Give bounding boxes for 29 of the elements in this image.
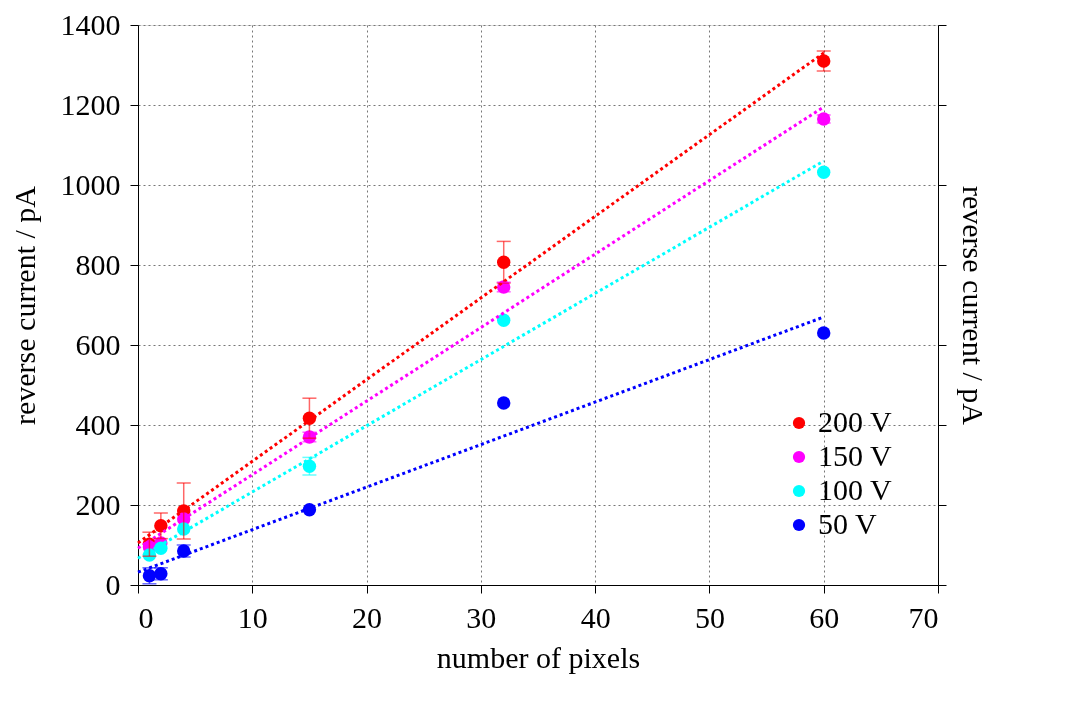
point	[497, 396, 511, 410]
legend-label: 150 V	[818, 439, 892, 472]
x-tick-label: 30	[466, 600, 497, 634]
legend-label: 50 V	[818, 507, 877, 540]
y-tick-label: 800	[75, 247, 121, 281]
x-axis-title: number of pixels	[436, 640, 641, 674]
y-tick-label: 600	[75, 327, 121, 361]
y-tick-label: 200	[75, 487, 121, 521]
x-tick-label: 0	[138, 600, 154, 634]
y-tick-label: 1000	[60, 167, 121, 201]
point	[497, 313, 511, 327]
x-tick-label: 70	[908, 600, 939, 634]
x-tick-label: 40	[580, 600, 611, 634]
y-axis-title: reverse current / pA	[7, 185, 41, 426]
point	[817, 165, 831, 179]
point	[817, 326, 831, 340]
y-tick-label: 1400	[60, 7, 121, 41]
y2-axis-title: reverse current / pA	[957, 185, 990, 426]
x-tick-label: 50	[694, 600, 725, 634]
y-tick-label: 1200	[60, 87, 121, 121]
point	[497, 255, 511, 269]
x-tick-label: 60	[809, 600, 840, 634]
legend-label: 100 V	[818, 473, 892, 506]
legend-label: 200 V	[818, 405, 892, 438]
x-tick-label: 10	[237, 600, 268, 634]
y-tick-label: 0	[105, 567, 121, 601]
x-tick-label: 20	[352, 600, 383, 634]
y-tick-label: 400	[75, 407, 121, 441]
point	[817, 54, 831, 68]
